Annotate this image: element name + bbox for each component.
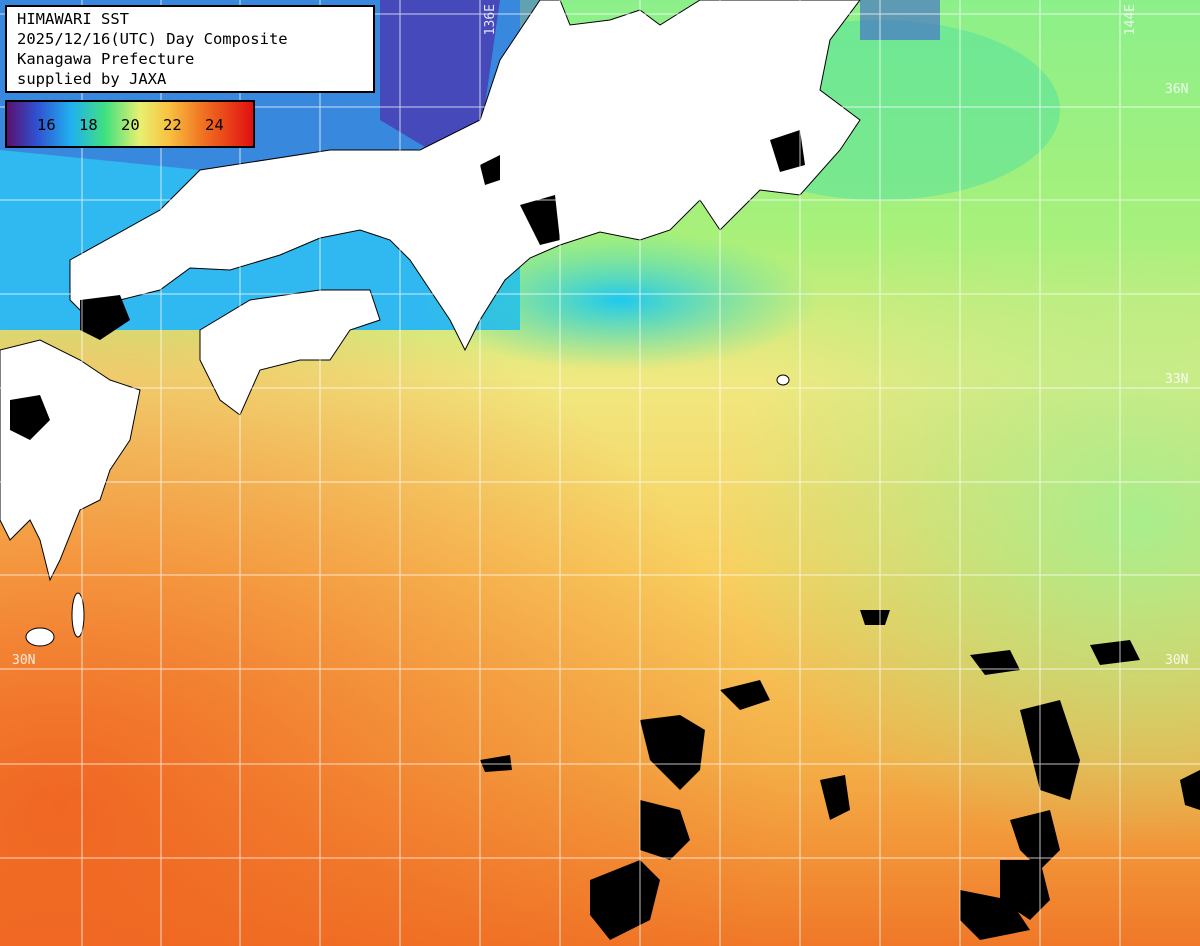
cloud-masks [10, 130, 1200, 940]
lat-label-36n: 36N [1165, 82, 1189, 97]
info-box: HIMAWARI SST 2025/12/16(UTC) Day Composi… [5, 5, 375, 93]
info-region: Kanagawa Prefecture [17, 50, 195, 68]
island-tanegashima [25, 627, 55, 647]
info-date: 2025/12/16(UTC) Day Composite [17, 30, 288, 48]
lon-label-136e: 136E [483, 4, 498, 36]
lon-label-144e: 144E [1123, 4, 1138, 36]
lat-label-33n: 33N [1165, 372, 1189, 387]
island-izu [776, 374, 790, 386]
legend-tick-20: 20 [121, 116, 140, 134]
info-source: supplied by JAXA [17, 70, 167, 88]
legend-tick-22: 22 [163, 116, 182, 134]
info-title: HIMAWARI SST [17, 10, 129, 28]
cold-water-top-right [860, 0, 940, 40]
color-legend: 16 18 20 22 24 [5, 100, 255, 148]
land-honshu [69, 0, 861, 352]
lat-label-30n-left: 30N [12, 653, 36, 668]
lat-label-30n-right: 30N [1165, 653, 1189, 668]
legend-tick-18: 18 [79, 116, 98, 134]
legend-tick-24: 24 [205, 116, 224, 134]
lat-label-33-left: 33 [12, 372, 28, 387]
island-yakushima [71, 592, 85, 638]
legend-tick-16: 16 [37, 116, 56, 134]
cold-purple-north [380, 0, 500, 150]
